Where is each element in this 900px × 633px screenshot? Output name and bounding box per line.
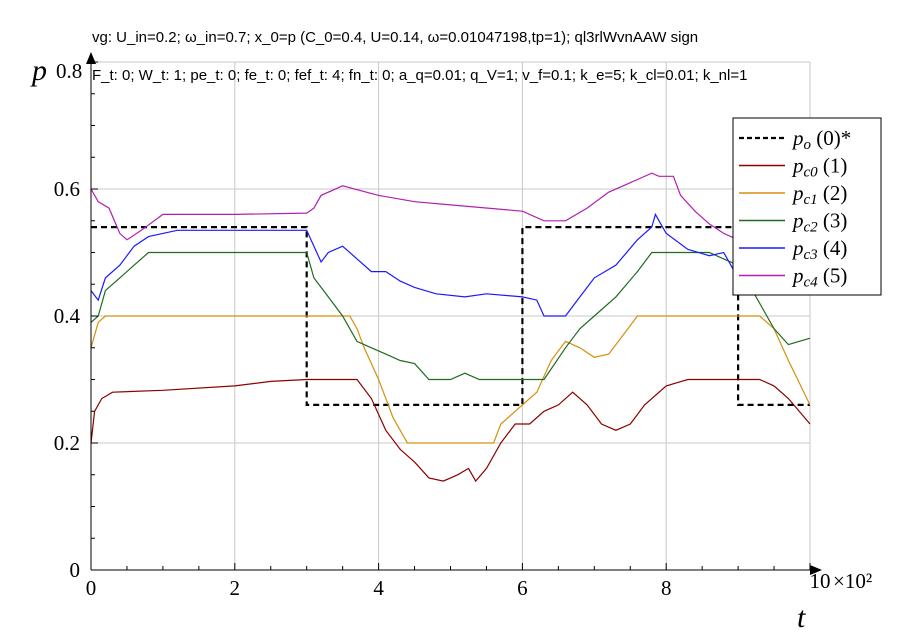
chart-title: vg: U_in=0.2; ω_in=0.7; x_0=p (C_0=0.4, … [92,29,698,46]
x-axis-arrow [810,565,822,575]
x-tick-label: 4 [373,576,384,600]
axes [86,52,822,575]
y-tick-label: 0 [70,558,81,582]
y-tick-label: 0.8 [56,59,82,83]
y-axis-label: p [30,54,47,87]
legend-entry: pc2 (3) [791,209,847,236]
y-axis-arrow [86,52,96,64]
tick-labels: 0 2 4 6 8 10 0 0.2 0.4 0.6 0.8 [54,59,831,600]
legend-entry: pc3 (4) [791,236,847,263]
legend-entry: po (0)* [791,126,851,153]
x-tick-label: 6 [517,576,528,600]
series-line-1 [90,378,811,483]
legend: po (0)*pc0 (1)pc1 (2)pc2 (3)pc3 (4)pc4 (… [732,117,882,296]
x-tick-label: 2 [230,576,241,600]
chart-subtitle: F_t: 0; W_t: 1; pe_t: 0; fe_t: 0; fef_t:… [92,67,747,84]
legend-entry: pc0 (1) [791,154,847,181]
x-axis-label: t [797,601,806,633]
legend-box [732,117,882,296]
series-line-5 [90,172,739,241]
y-tick-label: 0.4 [54,304,81,328]
series-line-3 [90,251,811,381]
x-multiplier-label: ×10² [833,569,872,593]
x-tick-label: 8 [661,576,672,600]
legend-entry: pc4 (5) [791,264,847,291]
y-tick-label: 0.2 [54,431,80,455]
series-line-2 [90,315,811,444]
series-lines [90,172,811,483]
y-tick-label: 0.6 [54,177,80,201]
series-line-4 [90,212,739,317]
series-line-0 [91,226,810,406]
x-tick-label: 10 [810,569,831,593]
legend-entry: pc1 (2) [791,181,847,208]
x-tick-label: 0 [86,576,97,600]
